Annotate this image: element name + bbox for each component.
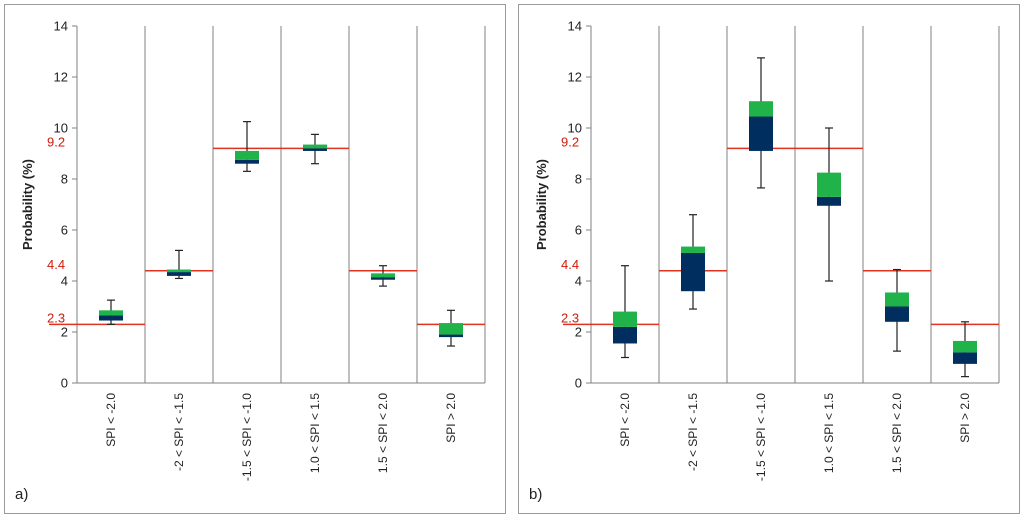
- box-lower-quartile: [681, 252, 705, 292]
- category-label: 1.0 < SPI < 1.5: [308, 393, 322, 473]
- box-lower-quartile: [303, 148, 327, 151]
- category-label: -1.5 < SPI < -1.0: [240, 393, 254, 481]
- category-label: SPI > 2.0: [444, 393, 458, 443]
- box-upper-quartile: [439, 323, 463, 335]
- y-tick-label: 0: [575, 376, 582, 391]
- box-upper-quartile: [235, 150, 259, 160]
- y-tick-label: 8: [575, 172, 582, 187]
- y-tick-label: 4: [61, 274, 68, 289]
- reference-line-label: 4.4: [561, 257, 579, 272]
- category-label: SPI < -2.0: [618, 393, 632, 447]
- category-label: 1.5 < SPI < 2.0: [890, 393, 904, 473]
- y-tick-label: 10: [568, 121, 582, 136]
- category-label: SPI > 2.0: [958, 393, 972, 443]
- reference-line-label: 9.2: [561, 134, 579, 149]
- box-lower-quartile: [99, 315, 123, 321]
- y-tick-label: 8: [61, 172, 68, 187]
- boxplot-chart-a: 0 2 4 6 8 10 12 14 Probability (%) 2.3 4.4 9.2 SPI <…: [20, 19, 486, 481]
- box-lower-quartile: [439, 334, 463, 338]
- y-tick-label: 2: [575, 325, 582, 340]
- reference-line-label: 9.2: [47, 134, 65, 149]
- chart-panel-a: 0 2 4 6 8 10 12 14 Probability (%) 2.3 4.4 9.2 SPI <…: [4, 4, 506, 514]
- category-label: SPI < -2.0: [104, 393, 118, 447]
- category-label: 1.0 < SPI < 1.5: [822, 393, 836, 473]
- box-upper-quartile: [99, 310, 123, 316]
- box-lower-quartile: [371, 277, 395, 280]
- y-tick-label: 12: [568, 70, 582, 85]
- panel-label: b): [529, 486, 543, 503]
- category-label: -2 < SPI < -1.5: [686, 393, 700, 471]
- box-lower-quartile: [953, 352, 977, 364]
- y-tick-label: 6: [61, 223, 68, 238]
- y-tick-label: 6: [575, 223, 582, 238]
- reference-line-label: 4.4: [47, 257, 65, 272]
- reference-line-label: 2.3: [47, 310, 65, 325]
- y-tick-label: 14: [568, 19, 582, 34]
- panel-label: a): [15, 486, 29, 503]
- box-lower-quartile: [613, 326, 637, 344]
- box-upper-quartile: [371, 273, 395, 278]
- box-upper-quartile: [303, 144, 327, 149]
- box-upper-quartile: [613, 311, 637, 327]
- box-upper-quartile: [681, 246, 705, 253]
- y-tick-label: 0: [61, 376, 68, 391]
- box-upper-quartile: [167, 269, 191, 273]
- box-upper-quartile: [885, 292, 909, 307]
- box-lower-quartile: [817, 196, 841, 206]
- y-tick-label: 10: [54, 121, 68, 136]
- category-label: -2 < SPI < -1.5: [172, 393, 186, 471]
- box-lower-quartile: [167, 272, 191, 276]
- y-tick-label: 12: [54, 70, 68, 85]
- box-lower-quartile: [235, 159, 259, 164]
- boxplot-chart-b: 0 2 4 6 8 10 12 14 Probability (%) 2.3 4.4 9.2 SPI <…: [534, 19, 1000, 481]
- y-tick-label: 4: [575, 274, 582, 289]
- y-axis-title: Probability (%): [534, 159, 549, 250]
- box-upper-quartile: [749, 101, 773, 117]
- box-lower-quartile: [885, 306, 909, 322]
- box-upper-quartile: [953, 340, 977, 353]
- category-label: 1.5 < SPI < 2.0: [376, 393, 390, 473]
- y-tick-label: 14: [54, 19, 68, 34]
- y-axis-title: Probability (%): [20, 159, 35, 250]
- box-lower-quartile: [749, 116, 773, 151]
- reference-line-label: 2.3: [561, 310, 579, 325]
- chart-panel-b: 0 2 4 6 8 10 12 14 Probability (%) 2.3 4.4 9.2 SPI <…: [518, 4, 1020, 514]
- category-label: -1.5 < SPI < -1.0: [754, 393, 768, 481]
- y-tick-label: 2: [61, 325, 68, 340]
- box-upper-quartile: [817, 172, 841, 197]
